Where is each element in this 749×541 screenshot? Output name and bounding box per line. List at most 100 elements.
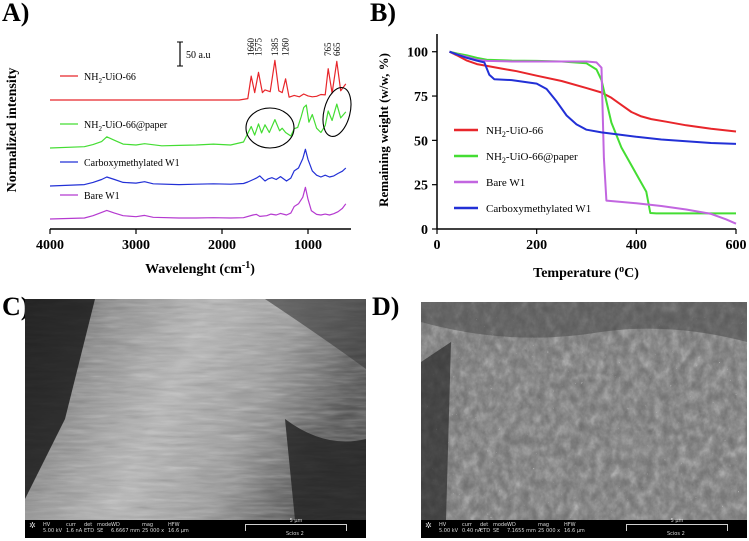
series-line-nh2-uio-66-paper: [449, 50, 736, 215]
peak-label-1260: 1260: [281, 38, 291, 57]
curr-value: 0.40 nA: [462, 528, 482, 534]
panel-a-letter: A): [2, 0, 30, 27]
sem-image-c: ✲ HV 5.00 kV curr 1.6 nA det ETD mode SE WD 6…: [25, 299, 366, 538]
mag-value: 25 000 x: [538, 528, 561, 534]
x-tick-label-200: 200: [526, 238, 547, 253]
x-tick-label-1000: 1000: [294, 238, 322, 253]
legend-label-bare-w1: Bare W1: [486, 177, 525, 189]
hv-field: HV 5.00 kV: [439, 522, 458, 534]
x-tick-label-2000: 2000: [208, 238, 236, 253]
peak-label-765: 765: [323, 42, 333, 56]
hfw-value: 16.6 μm: [168, 528, 189, 534]
mag-value: 25 000 x: [142, 528, 165, 534]
curr-field: curr 0.40 nA: [462, 522, 481, 534]
mode-field: mode SE: [493, 522, 507, 534]
curr-value: 1.6 nA: [66, 528, 83, 534]
sem-texture-c: [25, 299, 366, 520]
y-axis-label: Normalized intensity: [5, 68, 20, 193]
peak-label-1660: 1660: [246, 38, 256, 57]
det-label: det: [480, 522, 489, 528]
peak-label-665: 665: [332, 42, 342, 56]
series-line-bare-w1: [449, 50, 737, 225]
x-tick-label-4000: 4000: [36, 238, 64, 253]
mag-field: mag 25 000 x: [142, 522, 164, 534]
y-tick-label-50: 50: [414, 134, 428, 149]
det-value: ETD: [480, 528, 491, 534]
highlight-ellipse-1: [245, 107, 295, 149]
mag-label: mag: [538, 522, 550, 528]
x-axis-label: Temperature (oC): [533, 264, 639, 281]
x-tick-label-3000: 3000: [122, 238, 150, 253]
hfw-field: HFW 16.6 μm: [168, 522, 189, 534]
hfw-label: HFW: [564, 522, 576, 528]
wd-value: 7.1655 mm: [507, 528, 536, 534]
det-label: det: [84, 522, 93, 528]
mag-label: mag: [142, 522, 154, 528]
x-tick-label-0: 0: [434, 238, 441, 253]
mode-label: mode: [493, 522, 508, 528]
tga-chart: 0 200 400 600 0 25 50 75 100 NH2-UiO-66 NH2-UiO-…: [376, 34, 747, 281]
scale-label: 5 μm: [670, 518, 684, 524]
x-tick-label-600: 600: [726, 238, 747, 253]
y-axis-label: Remaining weight (w/w, %): [376, 53, 391, 207]
scale-bar-label: 50 a.u: [186, 50, 210, 61]
hfw-value: 16.6 μm: [564, 528, 585, 534]
peak-label-1575: 1575: [254, 38, 264, 57]
sem-info-bar-c: ✲ HV 5.00 kV curr 1.6 nA det ETD mode SE WD 6…: [25, 518, 366, 538]
series-line-nh2-uio-66: [449, 50, 737, 133]
curr-field: curr 1.6 nA: [66, 522, 82, 534]
hv-value: 5.00 kV: [43, 528, 63, 534]
sem-scale-bar: 5 μm: [626, 518, 728, 531]
det-field: det ETD: [480, 522, 490, 534]
peak-label-1385: 1385: [270, 38, 280, 57]
sem-logo-icon: ✲: [425, 521, 432, 530]
series-line-carboxymethylated-w1: [449, 50, 737, 145]
series-line-bare-w1: [49, 186, 347, 220]
mode-value: SE: [97, 528, 104, 534]
mode-label: mode: [97, 522, 112, 528]
y-tick-label-0: 0: [421, 223, 428, 238]
det-value: ETD: [84, 528, 95, 534]
wd-label: WD: [507, 522, 516, 528]
legend-label-nh2-uio-66: NH2-UiO-66: [486, 125, 544, 139]
mode-value: SE: [493, 528, 500, 534]
hv-field: HV 5.00 kV: [43, 522, 62, 534]
series-line-nh2-uio-66-paper: [49, 103, 347, 149]
scale-label: 5 μm: [289, 518, 303, 524]
hv-value: 5.00 kV: [439, 528, 459, 534]
legend-label-nh2-uio-66-paper: NH2-UiO-66@paper: [486, 151, 578, 165]
series-line-nh2-uio-66: [50, 59, 347, 101]
y-tick-label-25: 25: [414, 179, 428, 194]
y-tick-label-100: 100: [407, 46, 428, 61]
series-line-carboxymethylated-w1: [49, 148, 347, 187]
legend-label-carboxymethylated-w1: Carboxymethylated W1: [486, 203, 591, 215]
hv-label: HV: [439, 522, 447, 528]
curr-label: curr: [66, 522, 76, 528]
curr-label: curr: [462, 522, 472, 528]
highlight-ellipse-2: [322, 86, 352, 138]
y-tick-label-75: 75: [414, 90, 428, 105]
wd-field: WD 7.1655 mm: [507, 522, 536, 534]
legend-label-nh2-uio-66-paper: NH2-UiO-66@paper: [84, 120, 168, 133]
legend-label-bare-w1: Bare W1: [84, 191, 120, 202]
legend-label-nh2-uio-66: NH2-UiO-66: [84, 72, 136, 85]
sem-logo-icon: ✲: [29, 521, 36, 530]
instrument-label: Scios 2: [286, 531, 304, 537]
legend-label-carboxymethylated-w1: Carboxymethylated W1: [84, 158, 180, 169]
x-axis-label: Wavelenght (cm-1): [145, 260, 255, 277]
sem-scale-bar: 5 μm: [245, 518, 347, 531]
mode-field: mode SE: [97, 522, 111, 534]
hfw-field: HFW 16.6 μm: [564, 522, 585, 534]
sem-info-bar-d: ✲ HV 5.00 kV curr 0.40 nA det ETD mode SE WD…: [421, 518, 747, 538]
panel-d-letter: D): [372, 292, 400, 321]
wd-value: 6.6667 mm: [111, 528, 140, 534]
ftir-chart: NH2-UiO-66 NH2-UiO-66@paper Carboxymethyla…: [5, 38, 352, 277]
wd-field: WD 6.6667 mm: [111, 522, 140, 534]
sem-texture-d: [421, 302, 747, 520]
panel-c-letter: C): [2, 292, 30, 321]
hv-label: HV: [43, 522, 51, 528]
x-tick-label-400: 400: [626, 238, 647, 253]
mag-field: mag 25 000 x: [538, 522, 560, 534]
hfw-label: HFW: [168, 522, 180, 528]
sem-image-d: ✲ HV 5.00 kV curr 0.40 nA det ETD mode SE WD…: [421, 302, 747, 538]
